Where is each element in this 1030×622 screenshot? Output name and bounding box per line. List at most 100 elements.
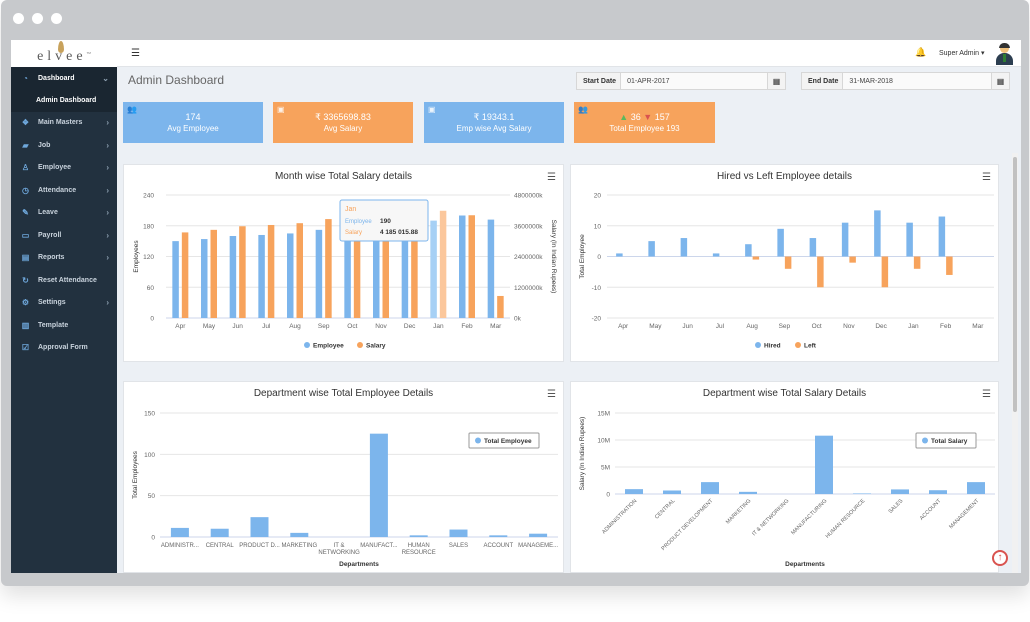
bar-employee: [487, 219, 495, 318]
sidebar-item-label: Template: [38, 321, 69, 329]
y-tick-label: 60: [147, 285, 155, 292]
brand-logo[interactable]: elvee TM: [11, 40, 117, 67]
chart-menu-icon[interactable]: ☰: [547, 172, 556, 183]
bar-left: [752, 256, 760, 260]
bar-hired: [841, 222, 849, 257]
y-tick-label: 0: [151, 535, 155, 542]
bar-hired: [745, 244, 752, 257]
chart-title: Month wise Total Salary details: [274, 171, 413, 182]
y-tick-label: 15M: [597, 411, 610, 418]
bar-total-employee: [369, 433, 388, 537]
end-date-input[interactable]: 31-MAR-2018: [843, 73, 991, 89]
y2-tick-label: 0k: [514, 316, 522, 323]
x-tick-label: Feb: [940, 323, 952, 330]
bar-salary: [181, 232, 189, 318]
sidebar-item-main-masters[interactable]: ❖ Main Masters ›: [11, 112, 117, 135]
bar-salary: [239, 226, 246, 318]
bar-hired: [712, 253, 720, 257]
chart-menu-icon[interactable]: ☰: [547, 389, 556, 400]
window-dot[interactable]: [32, 13, 43, 24]
bar-salary: [497, 295, 504, 318]
menu-toggle-icon[interactable]: ☰: [131, 48, 140, 59]
sidebar-item-job[interactable]: ▰ Job ›: [11, 134, 117, 157]
bar-total-employee: [290, 532, 309, 537]
bar-hired: [906, 222, 913, 257]
window-dot[interactable]: [51, 13, 62, 24]
avatar-head: [1000, 44, 1009, 53]
bar-salary: [296, 223, 303, 318]
bell-icon[interactable]: 🔔: [915, 47, 927, 57]
graduation-cap-icon: ▰: [22, 140, 29, 150]
sidebar-item-settings[interactable]: ⚙ Settings ›: [11, 292, 117, 315]
y-tick-label: 20: [594, 193, 602, 200]
sidebar-item-payroll[interactable]: ▭ Payroll ›: [11, 224, 117, 247]
chart-menu-icon[interactable]: ☰: [982, 389, 991, 400]
stat-value: ₹ 19343.1: [473, 112, 515, 122]
x-tick-label: Jul: [262, 323, 271, 330]
bar-employee: [287, 233, 294, 318]
avatar[interactable]: [994, 43, 1014, 65]
credit-card-icon: ▭: [21, 230, 30, 240]
sidebar-subitem-admin-dashboard[interactable]: Admin Dashboard: [11, 89, 117, 112]
app-screen: elvee TM ◔ Dashboard ⌄ Admin Dashboard ❖ Main…: [11, 40, 1021, 573]
sidebar-item-reset-attendance[interactable]: ↻ Reset Attendance: [11, 269, 117, 292]
user-menu[interactable]: Super Admin ▾: [939, 50, 985, 57]
start-date-input[interactable]: 01-APR-2017: [621, 73, 767, 89]
x-tick-label: IT &: [334, 543, 345, 549]
tooltip-salary-label: Salary: [345, 230, 362, 236]
window-dot[interactable]: [13, 13, 24, 24]
x-axis-title: Departments: [339, 561, 379, 568]
emp-avg-salary-card[interactable]: ▣ ₹ 19343.1 Emp wise Avg Salary: [424, 102, 564, 143]
bar-salary: [411, 213, 418, 318]
chart-menu-icon[interactable]: ☰: [982, 172, 991, 183]
page-scrollbar[interactable]: [1012, 153, 1018, 573]
sidebar-item-reports[interactable]: ▤ Reports ›: [11, 247, 117, 270]
sidebar-item-leave[interactable]: ✎ Leave ›: [11, 202, 117, 225]
y-tick-label: 100: [144, 452, 155, 459]
sidebar-item-approval-form[interactable]: ☑ Approval Form: [11, 337, 117, 360]
money-icon: ▣: [277, 105, 285, 114]
avg-salary-card[interactable]: ▣ ₹ 3365698.83 Avg Salary: [273, 102, 413, 143]
scroll-to-top-button[interactable]: ↑: [992, 550, 1008, 566]
sidebar-item-dashboard[interactable]: ◔ Dashboard ⌄: [11, 67, 117, 90]
start-date-group: Start Date 01-APR-2017 ▦: [576, 72, 786, 90]
arrow-up-icon: ▲: [619, 112, 629, 122]
browser-window: elvee TM ◔ Dashboard ⌄ Admin Dashboard ❖ Main…: [1, 0, 1029, 586]
check-square-icon: ☑: [21, 343, 30, 353]
y-tick-label: -10: [592, 285, 602, 292]
bar-salary: [439, 210, 447, 318]
logo-text: elvee: [37, 48, 87, 64]
bar-total-salary: [929, 490, 947, 494]
chart-title: Department wise Total Salary Details: [702, 388, 867, 399]
x-tick-label: CENTRAL: [654, 498, 676, 520]
bar-total-employee: [449, 529, 468, 537]
bar-total-employee: [250, 517, 269, 537]
bar-total-employee: [210, 528, 229, 537]
users-icon: 👥: [127, 105, 137, 114]
chevron-icon: ›: [106, 140, 109, 150]
x-tick-label: MANUFACTURING: [790, 498, 828, 536]
calendar-icon[interactable]: ▦: [767, 73, 785, 89]
calendar-icon[interactable]: ▦: [991, 73, 1009, 89]
avg-employee-card[interactable]: 👥 174 Avg Employee: [123, 102, 263, 143]
legend-salary: Salary: [366, 343, 386, 350]
chevron-icon: ›: [106, 230, 109, 240]
scrollbar-thumb[interactable]: [1013, 157, 1017, 412]
legend-hired: Hired: [764, 343, 781, 350]
left-count: 157: [654, 112, 670, 122]
x-tick-label: Jun: [232, 323, 243, 330]
x-tick-label: May: [649, 323, 662, 330]
total-employee-card[interactable]: 👥 ▲ 36 ▼ 157 Total Employee 193: [574, 102, 715, 143]
sidebar-item-template[interactable]: ▥ Template: [11, 314, 117, 337]
tooltip-box: [339, 199, 429, 242]
sidebar-item-attendance[interactable]: ◷ Attendance ›: [11, 179, 117, 202]
bar-total-salary: [815, 435, 833, 494]
x-tick-label: ADMINISTRATION: [601, 498, 638, 535]
legend-employee: Employee: [313, 343, 344, 350]
sidebar-item-employee[interactable]: ♙ Employee ›: [11, 157, 117, 180]
end-date-group: End Date 31-MAR-2018 ▦: [801, 72, 1010, 90]
x-tick-label: Jul: [716, 323, 725, 330]
y-tick-label: -20: [592, 316, 602, 323]
x-tick-label: NETWORKING: [318, 550, 360, 556]
y-tick-label: 5M: [601, 465, 610, 472]
